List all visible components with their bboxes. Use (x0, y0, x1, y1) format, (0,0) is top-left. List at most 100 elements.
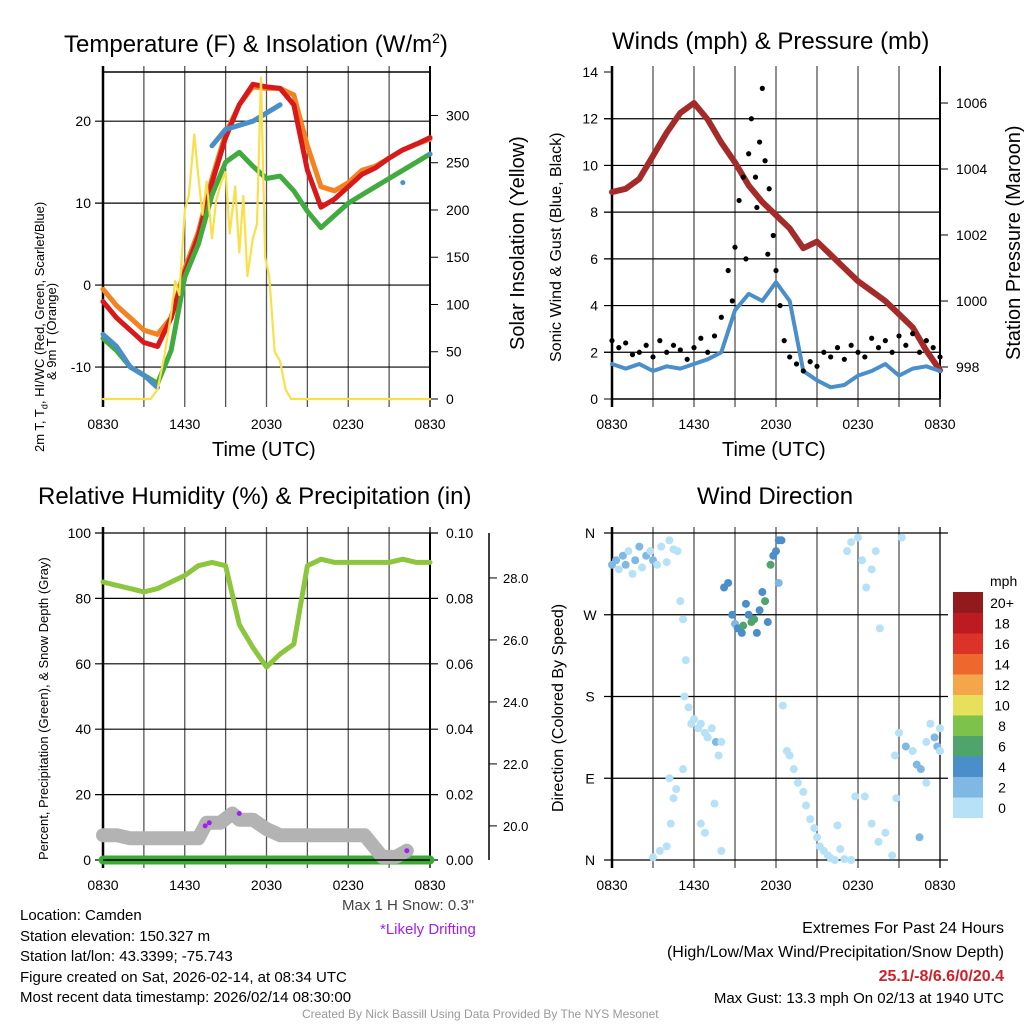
y2-tick-label: 0.00 (446, 852, 473, 868)
y2-tick-label: 200 (446, 202, 470, 218)
gust-point (711, 333, 718, 339)
likely-drifting-note: *Likely Drifting (380, 921, 476, 938)
direction-point (833, 821, 842, 830)
direction-point (810, 824, 819, 833)
direction-point (936, 747, 944, 755)
humidity-y-label: Percent, Precipitation (Green), & Snow D… (36, 557, 51, 860)
y-tick-label: 20 (75, 113, 91, 129)
direction-point (741, 599, 750, 608)
direction-point (766, 560, 775, 569)
y2-tick-label: 100 (446, 296, 470, 312)
gust-point (781, 338, 787, 344)
temperature-x-label: Time (UTC) (212, 439, 316, 461)
direction-point (922, 737, 931, 746)
direction-point (774, 578, 783, 587)
direction-point (908, 747, 917, 755)
direction-point (669, 794, 678, 803)
gust-point (821, 349, 827, 355)
x-tick-label: 1430 (678, 877, 709, 893)
x-tick-label: 2030 (251, 877, 282, 893)
series-pressure (609, 100, 943, 374)
direction-point (901, 742, 910, 751)
direction-point (724, 578, 733, 587)
gust-point (910, 331, 916, 337)
direction-point (847, 856, 856, 864)
direction-point (895, 728, 903, 737)
extremes-values: 25.1/-8/6.6/0/20.4 (878, 968, 1004, 985)
gust-point (748, 116, 755, 122)
direction-point (679, 765, 688, 774)
legend-swatch (953, 797, 983, 818)
y2-tick-label: 1004 (956, 161, 987, 177)
direction-y-label: Direction (Colored By Speed) (550, 603, 567, 812)
y-tick-label: E (585, 770, 594, 786)
legend-label: 2 (998, 780, 1006, 796)
direction-point (874, 837, 883, 846)
y-tick-label: N (585, 525, 595, 541)
direction-point (717, 846, 726, 855)
direction-point (860, 792, 869, 801)
gust-point (896, 333, 902, 339)
legend-swatch (953, 674, 983, 695)
credit-text: Created By Nick Bassill Using Data Provi… (302, 1007, 659, 1021)
direction-point (875, 624, 884, 633)
gust-point (787, 354, 793, 360)
y-tick-label: 80 (75, 590, 91, 606)
direction-point (737, 628, 746, 637)
gust-point (923, 338, 929, 344)
gust-point (773, 267, 779, 274)
pressure-y-label: Station Pressure (Maroon) (1003, 125, 1024, 360)
y-tick-label: 12 (582, 111, 598, 127)
direction-point (662, 558, 671, 567)
gust-point (777, 302, 783, 309)
y-tick-label: 8 (590, 204, 598, 220)
direction-point (612, 556, 621, 565)
gust-point (766, 186, 772, 192)
x-tick-label: 0830 (924, 416, 955, 432)
series-wc (209, 102, 283, 149)
extremes-legend: (High/Low/Max Wind/Precipitation/Snow De… (666, 944, 1004, 961)
gust-point (855, 349, 861, 355)
series-wc (100, 331, 160, 390)
drifting-point (202, 823, 208, 829)
direction-point (676, 597, 685, 606)
legend-swatch (953, 735, 983, 757)
gust-point (869, 335, 875, 341)
legend-swatch (953, 592, 983, 613)
direction-point (926, 719, 935, 728)
y-tick-label: 4 (590, 298, 598, 314)
gust-point (875, 345, 882, 351)
direction-point (793, 778, 802, 787)
y-tick-label: -10 (71, 359, 91, 375)
direction-point (665, 774, 674, 783)
y2-tick-label: 50 (446, 344, 462, 360)
gust-point (937, 354, 943, 360)
direction-point (680, 692, 689, 701)
direction-point (690, 715, 698, 724)
legend-swatch (953, 776, 983, 798)
gust-point (657, 338, 663, 344)
gust-point (725, 267, 731, 274)
direction-point (847, 538, 856, 547)
direction-point (840, 855, 849, 864)
direction-point (862, 583, 871, 592)
legend-label: 18 (994, 616, 1010, 632)
direction-point (646, 547, 655, 556)
legend-label: 12 (994, 677, 1010, 693)
direction-point (649, 853, 657, 862)
direction-point (915, 833, 924, 842)
direction-point (758, 588, 767, 597)
gust-point (759, 85, 765, 91)
direction-point (892, 794, 901, 803)
gust-point (916, 349, 923, 355)
gust-point (616, 345, 622, 351)
direction-point (888, 851, 897, 860)
legend-label: 4 (998, 759, 1006, 775)
x-tick-label: 0830 (87, 416, 118, 432)
y-tick-label: 0 (83, 852, 91, 868)
direction-point (684, 703, 693, 712)
series-wc (400, 180, 406, 186)
direction-point (843, 547, 852, 556)
humidity-chart-title: Relative Humidity (%) & Precipitation (i… (38, 483, 472, 510)
y-tick-label: 40 (75, 721, 91, 737)
